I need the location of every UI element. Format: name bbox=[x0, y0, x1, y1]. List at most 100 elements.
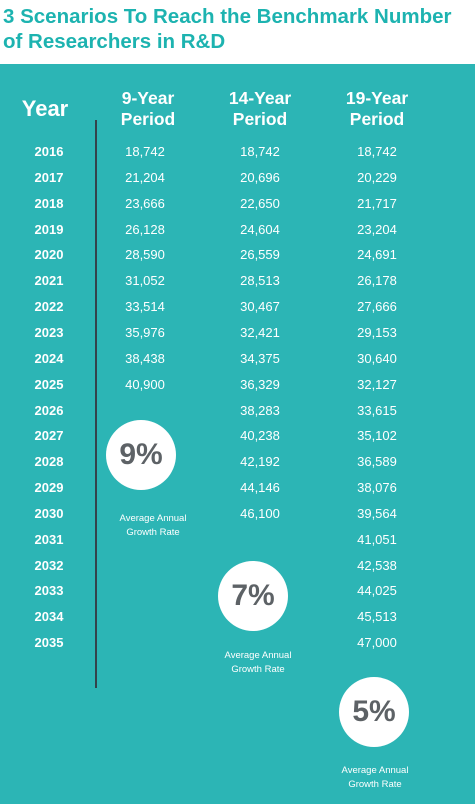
value-14-year-cell: 40,238 bbox=[240, 428, 280, 444]
col-19-year-header: 19-Year Period bbox=[325, 88, 429, 130]
table-row: 2020 28,590 26,559 24,691 bbox=[0, 242, 475, 268]
year-header: Year bbox=[21, 96, 69, 121]
year-cell: 2024 bbox=[34, 350, 64, 366]
value-9-year-cell: 38,438 bbox=[125, 350, 165, 366]
value-14-year-cell: 30,467 bbox=[240, 299, 280, 315]
table-row: 2035 47,000 bbox=[0, 630, 475, 656]
table-row: 2031 41,051 bbox=[0, 527, 475, 553]
value-14-year-cell: 22,650 bbox=[240, 195, 280, 211]
year-cell: 2017 bbox=[34, 169, 64, 185]
value-19-year-cell: 41,051 bbox=[357, 531, 397, 547]
year-cell: 2021 bbox=[34, 273, 64, 289]
value-9-year-cell: 18,742 bbox=[125, 144, 165, 159]
year-cell: 2030 bbox=[34, 505, 64, 521]
value-19-year-cell: 30,640 bbox=[357, 350, 397, 366]
value-19-year-cell: 32,127 bbox=[357, 376, 397, 392]
value-14-year-cell: 36,329 bbox=[240, 376, 280, 392]
col-9-year-header: 9-Year Period bbox=[98, 88, 198, 130]
table-row: 2018 23,666 22,650 21,717 bbox=[0, 191, 475, 217]
growth-caption-5-line-1: Average Annual bbox=[341, 765, 409, 776]
year-cell: 2032 bbox=[34, 557, 64, 573]
value-14-year-cell: 34,375 bbox=[240, 350, 280, 366]
growth-caption-5: Average Annual Growth Rate bbox=[315, 764, 435, 792]
value-14-year-cell: 46,100 bbox=[240, 505, 280, 521]
growth-badge-7: 7% bbox=[218, 561, 288, 631]
value-14-year-cell: 42,192 bbox=[240, 454, 280, 470]
table-row: 2021 31,052 28,513 26,178 bbox=[0, 268, 475, 294]
growth-caption-7: Average Annual Growth Rate bbox=[198, 649, 318, 677]
table-row: 2019 26,128 24,604 23,204 bbox=[0, 217, 475, 243]
year-cell: 2020 bbox=[34, 247, 64, 263]
year-cell: 2022 bbox=[34, 299, 64, 315]
value-14-year-cell: 18,742 bbox=[240, 144, 280, 159]
table-row: 2028 42,192 36,589 bbox=[0, 449, 475, 475]
col-14-year-header-line-1: 14-Year bbox=[228, 88, 292, 108]
value-19-year-cell: 39,564 bbox=[357, 505, 397, 521]
value-19-year-cell: 44,025 bbox=[357, 583, 397, 599]
table-row: 2026 38,283 33,615 bbox=[0, 398, 475, 424]
growth-caption-9-line-1: Average Annual bbox=[119, 513, 187, 524]
year-cell: 2023 bbox=[34, 324, 64, 340]
table-row: 2034 45,513 bbox=[0, 604, 475, 630]
col-9-year-header-line-2: Period bbox=[120, 109, 176, 129]
growth-caption-7-line-1: Average Annual bbox=[224, 650, 292, 661]
value-19-year-cell: 33,615 bbox=[357, 402, 397, 418]
value-14-year-cell: 32,421 bbox=[240, 324, 280, 340]
year-cell: 2029 bbox=[34, 480, 64, 496]
value-9-year-cell: 26,128 bbox=[125, 221, 165, 237]
page-title: 3 Scenarios To Reach the Benchmark Numbe… bbox=[3, 4, 475, 54]
growth-badge-9: 9% bbox=[106, 420, 176, 490]
value-9-year-cell: 31,052 bbox=[125, 273, 165, 289]
value-9-year-cell: 33,514 bbox=[125, 299, 165, 315]
value-9-year-cell: 23,666 bbox=[125, 195, 165, 211]
value-19-year-cell: 21,717 bbox=[357, 195, 397, 211]
value-19-year-cell: 35,102 bbox=[357, 428, 397, 444]
value-19-year-cell: 27,666 bbox=[357, 299, 397, 315]
value-14-year-cell: 20,696 bbox=[240, 169, 280, 185]
year-cell: 2025 bbox=[34, 376, 64, 392]
table-row: 2029 44,146 38,076 bbox=[0, 475, 475, 501]
value-19-year-cell: 18,742 bbox=[357, 144, 397, 159]
value-9-year-cell: 28,590 bbox=[125, 247, 165, 263]
year-column-divider bbox=[95, 120, 97, 688]
value-19-year-cell: 26,178 bbox=[357, 273, 397, 289]
table-row: 2016 18,742 18,742 18,742 bbox=[0, 139, 475, 165]
title-line-1: 3 Scenarios To Reach the Benchmark Numbe… bbox=[3, 5, 452, 28]
col-9-year-header-line-1: 9-Year bbox=[121, 88, 175, 108]
year-cell: 2035 bbox=[34, 635, 64, 651]
table-row: 2017 21,204 20,696 20,229 bbox=[0, 165, 475, 191]
scenario-table-panel: Year 9-Year Period 14-Year Period 19-Yea… bbox=[0, 64, 475, 804]
growth-caption-7-line-2: Growth Rate bbox=[231, 664, 285, 675]
value-9-year-cell: 35,976 bbox=[125, 324, 165, 340]
value-14-year-cell: 26,559 bbox=[240, 247, 280, 263]
year-cell: 2016 bbox=[34, 144, 64, 159]
year-cell: 2031 bbox=[34, 531, 64, 547]
growth-caption-5-line-2: Growth Rate bbox=[348, 779, 402, 790]
col-19-year-header-line-1: 19-Year bbox=[345, 88, 409, 108]
value-14-year-cell: 38,283 bbox=[240, 402, 280, 418]
title-line-2: of Researchers in R&D bbox=[3, 30, 226, 53]
value-19-year-cell: 42,538 bbox=[357, 557, 397, 573]
table-row: 2024 38,438 34,375 30,640 bbox=[0, 346, 475, 372]
table-row: 2030 46,100 39,564 bbox=[0, 501, 475, 527]
year-cell: 2034 bbox=[34, 609, 64, 625]
value-19-year-cell: 29,153 bbox=[357, 324, 397, 340]
value-19-year-cell: 38,076 bbox=[357, 480, 397, 496]
value-9-year-cell: 21,204 bbox=[125, 169, 165, 185]
value-14-year-cell: 44,146 bbox=[240, 480, 280, 496]
value-19-year-cell: 24,691 bbox=[357, 247, 397, 263]
value-19-year-cell: 47,000 bbox=[357, 635, 397, 651]
value-19-year-cell: 20,229 bbox=[357, 169, 397, 185]
year-cell: 2028 bbox=[34, 454, 64, 470]
table-row: 2023 35,976 32,421 29,153 bbox=[0, 320, 475, 346]
value-19-year-cell: 36,589 bbox=[357, 454, 397, 470]
year-cell: 2026 bbox=[34, 402, 64, 418]
value-14-year-cell: 28,513 bbox=[240, 273, 280, 289]
year-cell: 2018 bbox=[34, 195, 64, 211]
col-14-year-header: 14-Year Period bbox=[208, 88, 312, 130]
growth-caption-9: Average Annual Growth Rate bbox=[93, 512, 213, 540]
table-row: 2025 40,900 36,329 32,127 bbox=[0, 372, 475, 398]
year-cell: 2027 bbox=[34, 428, 64, 444]
value-19-year-cell: 45,513 bbox=[357, 609, 397, 625]
growth-badge-5: 5% bbox=[339, 677, 409, 747]
